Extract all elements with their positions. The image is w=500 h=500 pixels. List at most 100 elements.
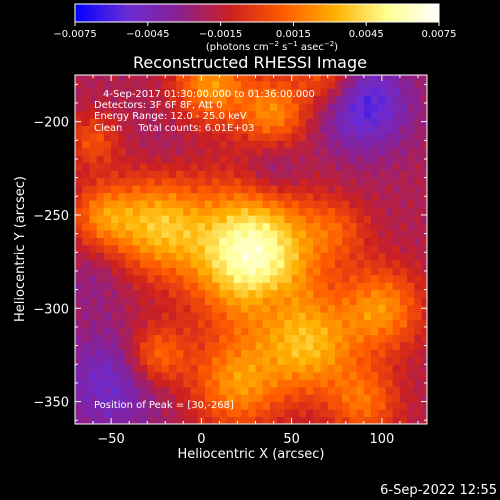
heatmap-cell: [320, 80, 329, 89]
heatmap-cell: [248, 177, 257, 186]
heatmap-cell: [183, 244, 192, 253]
heatmap-cell: [255, 155, 264, 164]
heatmap-cell: [82, 274, 91, 283]
heatmap-cell: [306, 274, 314, 283]
timestamp: 6-Sep-2022 12:55: [380, 483, 497, 498]
heatmap-cell: [313, 162, 322, 171]
heatmap-cell: [161, 312, 170, 321]
heatmap-cell: [277, 162, 285, 171]
heatmap-cell: [248, 110, 257, 119]
heatmap-cell: [125, 274, 134, 283]
heatmap-cell: [176, 386, 184, 395]
heatmap-cell: [226, 185, 235, 194]
heatmap-cell: [132, 147, 141, 156]
heatmap-cell: [327, 267, 336, 276]
heatmap-cell: [392, 289, 401, 298]
heatmap-cell: [385, 192, 394, 201]
heatmap-cell: [204, 379, 213, 388]
heatmap-cell: [363, 349, 372, 358]
heatmap-cell: [139, 364, 148, 373]
heatmap-cell: [111, 289, 119, 298]
heatmap-cell: [306, 341, 314, 350]
heatmap-cell: [320, 229, 329, 238]
heatmap-cell: [190, 132, 199, 141]
heatmap-cell: [349, 192, 358, 201]
heatmap-cell: [248, 214, 257, 224]
heatmap-cell: [103, 394, 112, 403]
heatmap-cell: [212, 102, 221, 112]
heatmap-cell: [392, 117, 401, 126]
heatmap-cell: [161, 185, 170, 194]
heatmap-cell: [255, 95, 264, 104]
heatmap-cell: [190, 102, 199, 112]
heatmap-cell: [183, 88, 192, 97]
heatmap-cell: [306, 386, 314, 395]
heatmap-cell: [212, 192, 221, 201]
heatmap-cell: [284, 259, 293, 268]
heatmap-cell: [111, 185, 119, 194]
heatmap-cell: [168, 341, 177, 350]
heatmap-cell: [392, 304, 401, 313]
heatmap-cell: [89, 349, 98, 358]
heatmap-cell: [313, 88, 322, 97]
heatmap-cell: [269, 289, 278, 298]
heatmap-cell: [241, 319, 249, 328]
heatmap-cell: [183, 304, 192, 313]
heatmap-cell: [89, 297, 98, 306]
heatmap-cell: [392, 170, 401, 179]
heatmap-cell: [414, 192, 423, 201]
heatmap-cell: [298, 319, 307, 328]
heatmap-cell: [371, 409, 379, 418]
heatmap-cell: [320, 237, 329, 246]
heatmap-cell: [306, 267, 314, 276]
heatmap-cell: [204, 409, 213, 418]
heatmap-cell: [255, 386, 264, 395]
heatmap-cell: [96, 110, 105, 119]
heatmap-cell: [371, 244, 379, 253]
heatmap-cell: [385, 185, 394, 194]
heatmap-cell: [183, 364, 192, 373]
heatmap-cell: [139, 80, 148, 89]
heatmap-cell: [356, 222, 365, 231]
heatmap-cell: [118, 80, 127, 89]
heatmap-cell: [356, 155, 365, 164]
heatmap-cell: [161, 237, 170, 246]
heatmap-cell: [371, 341, 379, 350]
heatmap-cell: [421, 356, 427, 365]
heatmap-cell: [399, 207, 408, 216]
heatmap-cell: [132, 200, 141, 209]
heatmap-cell: [103, 102, 112, 112]
heatmap-cell: [356, 326, 365, 336]
heatmap-cell: [226, 162, 235, 171]
heatmap-cell: [399, 95, 408, 104]
heatmap-cell: [75, 110, 83, 119]
heatmap-cell: [226, 80, 235, 89]
heatmap-cell: [161, 192, 170, 201]
heatmap-cell: [342, 394, 350, 403]
heatmap-cell: [320, 88, 329, 97]
heatmap-cell: [414, 386, 423, 395]
heatmap-cell: [407, 177, 415, 186]
heatmap-cell: [89, 289, 98, 298]
heatmap-cell: [392, 192, 401, 201]
heatmap-cell: [204, 162, 213, 171]
heatmap-cell: [219, 379, 228, 388]
heatmap-cell: [154, 162, 163, 171]
heatmap-cell: [371, 326, 379, 336]
heatmap-cell: [392, 349, 401, 358]
heatmap-cell: [111, 319, 119, 328]
heatmap-cell: [291, 237, 300, 246]
heatmap-cell: [212, 170, 221, 179]
heatmap-cell: [118, 117, 127, 126]
heatmap-cell: [125, 229, 134, 238]
heatmap-cell: [89, 214, 98, 224]
heatmap-cell: [392, 147, 401, 156]
heatmap-cell: [161, 200, 170, 209]
heatmap-cell: [212, 95, 221, 104]
heatmap-cell: [349, 147, 358, 156]
heatmap-cell: [111, 267, 119, 276]
heatmap-cell: [89, 364, 98, 373]
heatmap-cell: [125, 155, 134, 164]
heatmap-cell: [291, 282, 300, 291]
heatmap-cell: [284, 409, 293, 418]
